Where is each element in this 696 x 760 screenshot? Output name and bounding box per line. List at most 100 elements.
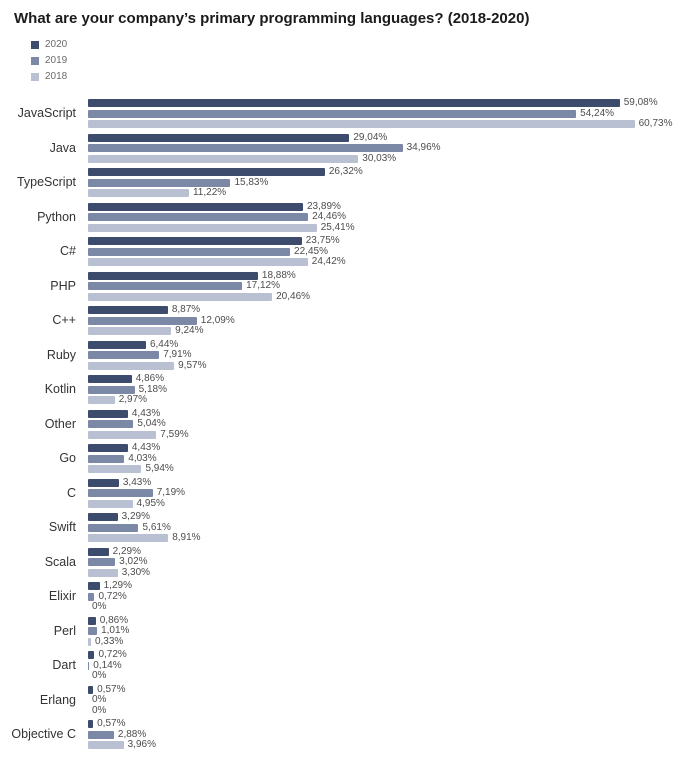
- bar-2019: [88, 523, 139, 532]
- category-label: Erlang: [39, 692, 76, 707]
- value-label: 9,57%: [178, 359, 207, 371]
- bar-line-2019: 12,09%: [88, 314, 696, 326]
- language-group: Ruby 6,44% 7,91% 9,57%: [0, 339, 696, 371]
- category-label: Objective C: [11, 727, 76, 742]
- bar-2020: [88, 720, 94, 728]
- legend-label: 2019: [45, 55, 68, 66]
- language-group: Erlang 0,57% 0% 0%: [0, 684, 696, 715]
- bar-2020: [88, 99, 620, 107]
- bar-line-2020: 0,86%: [88, 615, 696, 625]
- value-label: 0,57%: [97, 718, 126, 729]
- category-label: Ruby: [46, 347, 76, 362]
- bar-line-2019: 5,18%: [88, 384, 696, 394]
- bar-line-2020: 4,43%: [88, 408, 696, 418]
- value-label: 3,96%: [127, 739, 156, 750]
- value-label: 24,46%: [312, 211, 347, 222]
- bar-2019: [88, 213, 309, 221]
- language-group: Go 4,43% 4,03% 5,94%: [0, 443, 696, 474]
- bar-group: 4,43% 5,04% 7,59%: [88, 408, 696, 440]
- value-label: 18,88%: [261, 269, 296, 281]
- bar-line-2020: 1,29%: [88, 581, 696, 591]
- bar-2019: [88, 661, 90, 670]
- value-label: 7,59%: [160, 428, 189, 440]
- legend-label: 2020: [45, 39, 68, 50]
- language-group: C# 23,75% 22,45% 24,42%: [0, 236, 696, 267]
- language-group: C 3,43% 7,19% 4,95%: [0, 477, 696, 508]
- bar-group: 0,57% 0% 0%: [88, 684, 696, 715]
- bar-2018: [88, 741, 124, 749]
- bar-line-2018: 7,59%: [88, 428, 696, 440]
- legend-swatch-2019: [31, 57, 39, 65]
- category-label: Other: [44, 416, 76, 431]
- language-group: Perl 0,86% 1,01% 0,33%: [0, 615, 696, 646]
- language-group: PHP 18,88% 17,12% 20,46%: [0, 269, 696, 302]
- bar-line-2018: 24,42%: [88, 257, 696, 267]
- bar-group: 0,72% 0,14% 0%: [88, 650, 696, 681]
- value-label: 60,73%: [638, 118, 673, 129]
- value-label: 20,46%: [276, 290, 311, 302]
- bar-line-2018: 60,73%: [88, 118, 696, 129]
- bar-line-2020: 4,86%: [88, 373, 696, 384]
- category-label: Java: [49, 140, 76, 155]
- category-label: Scala: [44, 554, 76, 569]
- value-label: 59,08%: [623, 97, 658, 108]
- bar-line-2020: 3,43%: [88, 477, 696, 487]
- value-label: 3,30%: [121, 566, 151, 578]
- bar-group: 6,44% 7,91% 9,57%: [88, 339, 696, 371]
- bar-2020: [88, 651, 95, 659]
- category-label: C++: [52, 313, 76, 328]
- value-label: 7,19%: [156, 487, 186, 498]
- bar-line-2018: 0%: [88, 602, 696, 612]
- category-label: C: [66, 485, 76, 500]
- bar-line-2020: 2,29%: [88, 546, 696, 556]
- bar-chart: JavaScript 59,08% 54,24% 60,73% Java 29,04% 34…: [0, 97, 696, 750]
- value-label: 3,29%: [121, 511, 150, 522]
- category-label: Go: [59, 451, 76, 466]
- bar-group: 0,86% 1,01% 0,33%: [88, 615, 696, 646]
- bar-group: 59,08% 54,24% 60,73%: [88, 97, 696, 129]
- bar-2020: [88, 409, 128, 418]
- bar-line-2019: 22,45%: [88, 246, 696, 256]
- chart-title: What are your company’s primary programm…: [14, 10, 530, 27]
- bar-line-2019: 2,88%: [88, 729, 696, 739]
- bar-2019: [88, 351, 160, 359]
- value-label: 12,09%: [200, 314, 235, 326]
- value-label: 0%: [92, 694, 107, 705]
- bar-group: 23,75% 22,45% 24,42%: [88, 236, 696, 267]
- bar-2019: [88, 489, 153, 497]
- bar-2020: [88, 340, 146, 349]
- value-label: 11,22%: [192, 187, 227, 198]
- language-group: Dart 0,72% 0,14% 0%: [0, 650, 696, 681]
- bar-line-2019: 0%: [88, 694, 696, 705]
- bar-group: 3,29% 5,61% 8,91%: [88, 511, 696, 543]
- bar-group: 0,57% 2,88% 3,96%: [88, 718, 696, 750]
- bar-line-2019: 7,91%: [88, 350, 696, 360]
- bar-group: 23,89% 24,46% 25,41%: [88, 201, 696, 232]
- bar-line-2018: 2,97%: [88, 395, 696, 405]
- bar-2020: [88, 168, 325, 176]
- value-label: 4,86%: [135, 373, 165, 384]
- language-group: Java 29,04% 34,96% 30,03%: [0, 132, 696, 163]
- bar-2020: [88, 271, 258, 280]
- category-label: Perl: [53, 623, 76, 638]
- bar-line-2018: 0%: [88, 705, 696, 715]
- bar-group: 4,43% 4,03% 5,94%: [88, 443, 696, 474]
- bar-2019: [88, 385, 135, 394]
- value-label: 5,94%: [145, 463, 174, 474]
- value-label: 5,61%: [142, 521, 171, 533]
- value-label: 17,12%: [246, 280, 280, 291]
- bar-line-2019: 24,46%: [88, 211, 696, 222]
- bar-2020: [88, 685, 94, 694]
- bar-group: 18,88% 17,12% 20,46%: [88, 269, 696, 302]
- bar-2018: [88, 189, 189, 197]
- bar-line-2020: 6,44%: [88, 339, 696, 349]
- language-group: TypeScript 26,32% 15,83% 11,22%: [0, 167, 696, 198]
- bar-line-2020: 4,43%: [88, 443, 696, 453]
- value-label: 15,83%: [234, 176, 269, 188]
- bar-line-2020: 26,32%: [88, 167, 696, 177]
- bar-2020: [88, 306, 168, 314]
- bar-line-2018: 25,41%: [88, 222, 696, 232]
- bar-line-2020: 29,04%: [88, 132, 696, 142]
- bar-line-2018: 8,91%: [88, 533, 696, 543]
- bar-line-2019: 5,04%: [88, 419, 696, 429]
